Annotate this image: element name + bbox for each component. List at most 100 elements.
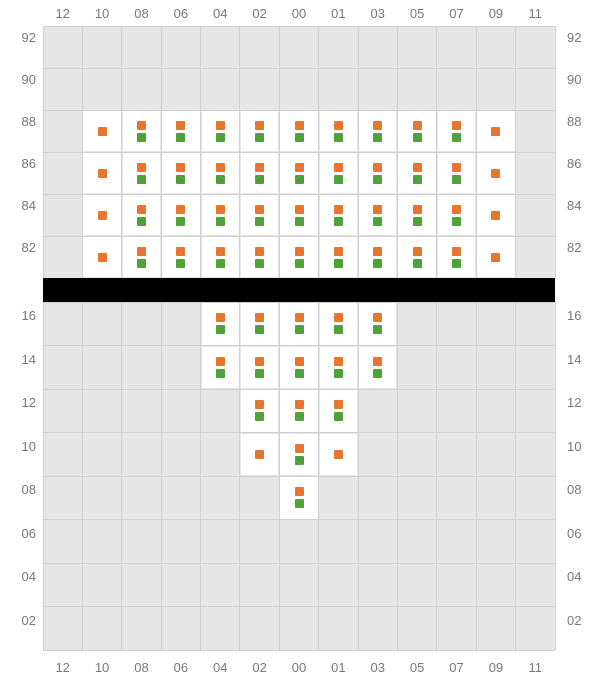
marker-a bbox=[491, 169, 500, 178]
marker-a bbox=[216, 205, 225, 214]
separator-bar bbox=[43, 278, 555, 302]
marker-b bbox=[216, 325, 225, 334]
top-col-label: 07 bbox=[442, 6, 472, 21]
marker-b bbox=[452, 259, 461, 268]
marker-b bbox=[373, 325, 382, 334]
left-row-label: 06 bbox=[10, 526, 36, 541]
top-col-label: 00 bbox=[284, 6, 314, 21]
marker-b bbox=[452, 217, 461, 226]
left-row-label: 92 bbox=[10, 30, 36, 45]
cell bbox=[202, 153, 239, 193]
marker-a bbox=[98, 253, 107, 262]
marker-b bbox=[334, 217, 343, 226]
marker-a bbox=[216, 121, 225, 130]
marker-a bbox=[255, 205, 264, 214]
marker-b bbox=[373, 369, 382, 378]
cell bbox=[162, 153, 199, 193]
right-row-label: 86 bbox=[567, 156, 593, 171]
cell bbox=[280, 111, 317, 151]
marker-a bbox=[255, 247, 264, 256]
marker-b bbox=[137, 175, 146, 184]
marker-a bbox=[373, 205, 382, 214]
marker-a bbox=[255, 163, 264, 172]
marker-a bbox=[413, 121, 422, 130]
marker-b bbox=[413, 175, 422, 184]
top-col-label: 09 bbox=[481, 6, 511, 21]
right-row-label: 16 bbox=[567, 308, 593, 323]
marker-b bbox=[176, 217, 185, 226]
marker-b bbox=[295, 412, 304, 421]
marker-b bbox=[137, 259, 146, 268]
bottom-col-label: 05 bbox=[402, 660, 432, 675]
marker-a bbox=[216, 313, 225, 322]
top-col-label: 01 bbox=[323, 6, 353, 21]
cell bbox=[162, 111, 199, 151]
marker-b bbox=[295, 175, 304, 184]
marker-a bbox=[413, 247, 422, 256]
left-row-label: 84 bbox=[10, 198, 36, 213]
right-row-label: 10 bbox=[567, 439, 593, 454]
marker-a bbox=[334, 357, 343, 366]
left-row-label: 90 bbox=[10, 72, 36, 87]
marker-b bbox=[295, 325, 304, 334]
marker-a bbox=[98, 211, 107, 220]
cell bbox=[280, 347, 317, 389]
left-row-label: 10 bbox=[10, 439, 36, 454]
bottom-col-label: 09 bbox=[481, 660, 511, 675]
cell bbox=[359, 195, 396, 235]
top-col-label: 05 bbox=[402, 6, 432, 21]
marker-a bbox=[176, 163, 185, 172]
marker-b bbox=[295, 456, 304, 465]
marker-a bbox=[216, 357, 225, 366]
marker-b bbox=[295, 133, 304, 142]
marker-a bbox=[334, 205, 343, 214]
cell bbox=[438, 153, 475, 193]
left-row-label: 16 bbox=[10, 308, 36, 323]
cell bbox=[359, 237, 396, 277]
cell bbox=[280, 434, 317, 476]
cell bbox=[398, 111, 435, 151]
top-col-label: 06 bbox=[166, 6, 196, 21]
bottom-col-label: 00 bbox=[284, 660, 314, 675]
cell bbox=[398, 195, 435, 235]
marker-a bbox=[295, 205, 304, 214]
cell bbox=[359, 153, 396, 193]
left-row-label: 88 bbox=[10, 114, 36, 129]
cell bbox=[438, 111, 475, 151]
marker-b bbox=[295, 259, 304, 268]
top-col-label: 11 bbox=[520, 6, 550, 21]
bottom-col-label: 01 bbox=[323, 660, 353, 675]
marker-a bbox=[295, 163, 304, 172]
left-row-label: 86 bbox=[10, 156, 36, 171]
marker-b bbox=[334, 133, 343, 142]
seat-map: 1210080604020001030507091112100806040200… bbox=[0, 0, 600, 680]
cell bbox=[123, 111, 160, 151]
marker-a bbox=[334, 450, 343, 459]
marker-a bbox=[295, 357, 304, 366]
marker-a bbox=[255, 313, 264, 322]
left-row-label: 82 bbox=[10, 240, 36, 255]
marker-b bbox=[255, 133, 264, 142]
cell bbox=[280, 390, 317, 432]
left-row-label: 14 bbox=[10, 352, 36, 367]
marker-b bbox=[334, 175, 343, 184]
marker-b bbox=[176, 259, 185, 268]
cell bbox=[359, 347, 396, 389]
marker-a bbox=[255, 450, 264, 459]
marker-a bbox=[491, 211, 500, 220]
cell bbox=[359, 303, 396, 345]
gridline-h bbox=[43, 606, 555, 607]
marker-a bbox=[491, 253, 500, 262]
marker-b bbox=[295, 499, 304, 508]
cell bbox=[359, 111, 396, 151]
cell bbox=[398, 237, 435, 277]
marker-b bbox=[137, 217, 146, 226]
cell bbox=[202, 237, 239, 277]
marker-a bbox=[295, 444, 304, 453]
marker-a bbox=[334, 121, 343, 130]
marker-b bbox=[255, 369, 264, 378]
right-row-label: 06 bbox=[567, 526, 593, 541]
cell bbox=[162, 195, 199, 235]
left-row-label: 08 bbox=[10, 482, 36, 497]
marker-b bbox=[255, 175, 264, 184]
